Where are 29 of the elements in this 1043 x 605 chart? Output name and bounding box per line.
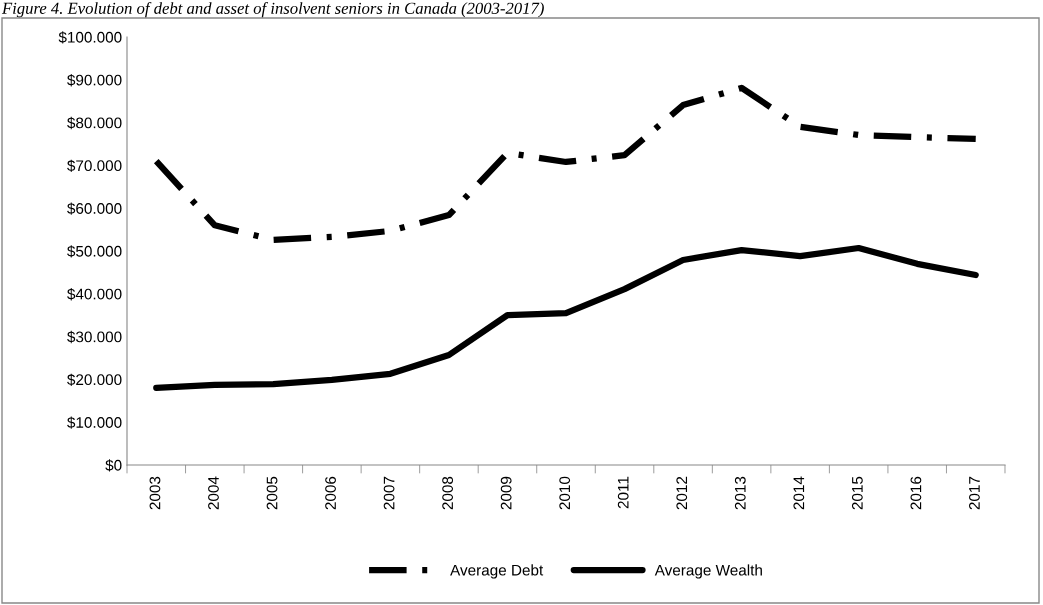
x-tick-label: 2009 (500, 476, 512, 510)
x-tick-label: 2004 (208, 476, 219, 510)
x-tick-label: 2006 (325, 476, 336, 510)
y-tick-label: $40.000 (67, 288, 122, 301)
chart-title: Figure 4. Evolution of debt and asset of insolvent seniors in Canada (2003-2017) (1, 2, 544, 18)
x-tick-label: 2015 (851, 476, 863, 510)
y-tick-label: $90.000 (67, 74, 122, 87)
y-tick-label: $60.000 (67, 202, 122, 215)
y-tick-label: $70.000 (67, 159, 122, 172)
y-tick-label: $30.000 (67, 330, 122, 344)
y-tick-label: $0 (105, 459, 122, 472)
y-tick-label: $20.000 (67, 373, 122, 386)
legend-label: Average Wealth (654, 564, 762, 579)
x-tick-label: 2017 (969, 476, 980, 510)
x-tick-label: 2005 (266, 476, 278, 510)
x-tick-label: 2008 (442, 476, 454, 510)
y-tick-label: $10.000 (67, 416, 122, 429)
x-tick-label: 2011 (617, 476, 629, 509)
x-tick-label: 2014 (793, 476, 805, 510)
x-tick-label: 2010 (559, 476, 571, 510)
x-tick-label: 2003 (149, 476, 161, 510)
x-tick-label: 2013 (734, 476, 746, 510)
legend-label: Average Debt (450, 564, 544, 579)
x-tick-label: 2007 (383, 476, 395, 510)
x-tick-label: 2012 (676, 476, 688, 510)
y-tick-label: $80.000 (67, 116, 122, 130)
y-tick-label: $50.000 (67, 245, 122, 258)
x-tick-label: 2016 (910, 476, 922, 510)
y-tick-label: $100.000 (58, 31, 122, 44)
